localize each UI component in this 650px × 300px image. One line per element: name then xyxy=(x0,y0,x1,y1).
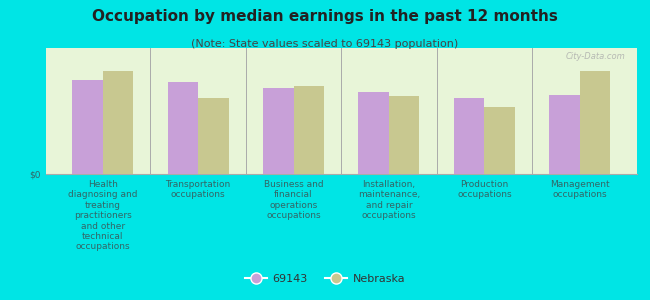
Text: Business and
financial
operations
occupations: Business and financial operations occupa… xyxy=(264,180,323,220)
Bar xyxy=(294,86,324,174)
Bar xyxy=(72,80,103,174)
Bar xyxy=(358,92,389,174)
Text: City-Data.com: City-Data.com xyxy=(566,52,625,61)
Text: Health
diagnosing and
treating
practitioners
and other
technical
occupations: Health diagnosing and treating practitio… xyxy=(68,180,138,251)
Bar xyxy=(484,107,515,174)
Text: (Note: State values scaled to 69143 population): (Note: State values scaled to 69143 popu… xyxy=(191,39,459,49)
Bar xyxy=(549,94,580,174)
Bar xyxy=(389,96,419,174)
Text: Installation,
maintenance,
and repair
occupations: Installation, maintenance, and repair oc… xyxy=(358,180,420,220)
Bar xyxy=(198,98,229,174)
Bar xyxy=(580,71,610,174)
Bar xyxy=(168,82,198,174)
Text: Management
occupations: Management occupations xyxy=(550,180,610,200)
Text: Transportation
occupations: Transportation occupations xyxy=(166,180,231,200)
Bar xyxy=(263,88,294,174)
Bar xyxy=(454,98,484,174)
Legend: 69143, Nebraska: 69143, Nebraska xyxy=(245,274,405,284)
Text: Production
occupations: Production occupations xyxy=(457,180,512,200)
Bar xyxy=(103,71,133,174)
Text: Occupation by median earnings in the past 12 months: Occupation by median earnings in the pas… xyxy=(92,9,558,24)
